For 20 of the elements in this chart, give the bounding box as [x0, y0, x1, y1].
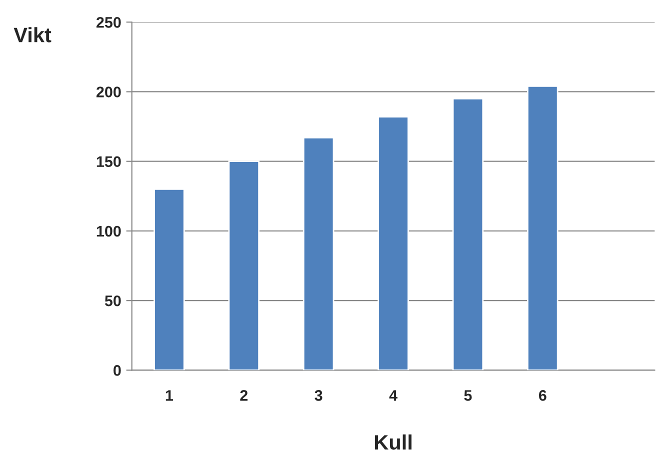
bar — [527, 85, 558, 370]
y-tick-label: 50 — [104, 295, 121, 306]
y-tick-label: 100 — [96, 226, 121, 237]
bar — [228, 160, 260, 370]
y-tick-label: 0 — [114, 365, 121, 376]
bar — [154, 188, 185, 370]
bar — [302, 136, 334, 370]
y-tick-label: 200 — [96, 86, 121, 98]
y-tick-label: 250 — [96, 16, 121, 28]
x-tick-label: 2 — [240, 390, 248, 401]
x-tick-label: 3 — [314, 390, 322, 401]
bar — [452, 98, 484, 370]
x-axis-title: Kull — [374, 434, 412, 450]
x-tick-label: 1 — [166, 390, 174, 401]
y-tick-label: 150 — [96, 156, 121, 168]
x-tick-label: 6 — [538, 390, 546, 401]
bar — [378, 116, 409, 370]
x-tick-label: 5 — [464, 390, 472, 401]
x-tick-label: 4 — [389, 390, 398, 401]
y-axis-title: Vikt — [14, 27, 52, 42]
